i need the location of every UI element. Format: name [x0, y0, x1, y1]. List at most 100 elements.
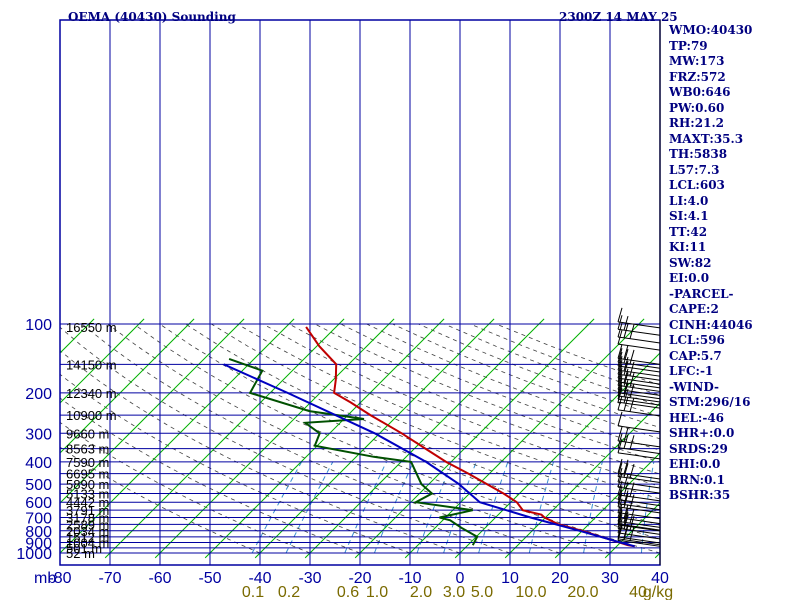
barb-feather — [623, 396, 629, 411]
barb-feather — [617, 462, 623, 477]
barb-shaft — [617, 452, 661, 460]
pressure-tick-label: 300 — [25, 426, 52, 443]
barb-feather — [623, 356, 629, 372]
chart-title: OEMA (40430) Sounding — [68, 10, 236, 24]
temperature-trace — [305, 326, 635, 548]
stat-item: BSHR:35 — [669, 488, 731, 502]
mixing-ratio-label: 2.0 — [410, 584, 432, 600]
stat-item: SI:4.1 — [669, 209, 709, 223]
mixing-ratio-label: 5.0 — [471, 584, 493, 600]
barb-feather — [617, 356, 623, 371]
barb-feather — [623, 434, 629, 449]
barb-feather — [617, 367, 623, 382]
barb-feather — [629, 508, 635, 524]
pressure-tick-label: 400 — [25, 455, 52, 472]
barb-feather — [617, 503, 623, 518]
stat-item: EI:0.0 — [669, 271, 710, 285]
stat-item: -PARCEL- — [669, 286, 734, 301]
height-label: 7590 m — [66, 455, 109, 470]
pressure-tick-label: 600 — [25, 495, 52, 512]
stat-item: LCL:596 — [669, 333, 725, 347]
barb-feather — [617, 351, 623, 367]
barb-feather — [623, 515, 629, 530]
height-label: 52 m — [66, 546, 95, 561]
stat-item: TH:5838 — [669, 147, 728, 161]
barb-shaft — [617, 361, 661, 369]
skewed-isotherm — [60, 318, 195, 454]
stat-item: SRDS:29 — [669, 441, 728, 456]
height-label: 2034 m — [66, 524, 109, 539]
pressure-tick-label: 700 — [25, 511, 52, 528]
skewed-isotherm — [60, 318, 145, 404]
dry-adiabat — [133, 323, 660, 554]
stat-item: LI:4.0 — [669, 193, 709, 208]
barb-feather — [623, 459, 629, 474]
barb-feather — [617, 426, 623, 442]
barb-shaft — [617, 336, 661, 344]
wind-barb — [617, 371, 661, 392]
skewed-isotherm — [60, 318, 245, 504]
wind-barb — [617, 507, 661, 528]
barb-feather — [629, 383, 635, 398]
barb-feather — [623, 523, 629, 538]
mixing-ratio-line — [344, 461, 387, 554]
barb-feather — [617, 510, 623, 526]
barb-shaft — [617, 475, 661, 483]
dry-adiabat — [81, 323, 561, 554]
barb-feather — [617, 489, 623, 504]
mixing-ratio-line — [583, 461, 603, 554]
height-label: 8563 m — [66, 442, 109, 457]
height-label: 16550 m — [66, 320, 117, 335]
wind-barb — [617, 480, 661, 502]
wind-barb — [617, 360, 661, 381]
barb-feather — [617, 378, 623, 393]
barb-feather — [617, 433, 623, 448]
mixing-ratio-label: 0.1 — [242, 584, 264, 600]
barb-feather — [617, 411, 623, 427]
height-label: 1004 m — [66, 536, 109, 551]
stat-item: LCL:603 — [669, 178, 725, 192]
barb-feather — [623, 463, 629, 478]
barb-feather — [617, 522, 623, 538]
wind-barb — [617, 322, 661, 344]
skewed-isotherm — [404, 318, 645, 559]
barb-feather — [617, 480, 623, 495]
temperature-tick-label: -10 — [398, 570, 421, 587]
barb-shaft — [617, 373, 661, 381]
height-label: 1512 m — [66, 530, 109, 545]
barb-feather — [623, 504, 629, 519]
barb-feather — [617, 438, 623, 453]
stat-item: CAP:5.7 — [669, 348, 722, 363]
barb-feather — [617, 363, 623, 379]
stat-item: HEL:-46 — [669, 410, 725, 425]
barb-feather — [617, 384, 623, 400]
pressure-tick-label: 1000 — [16, 546, 52, 563]
skewed-isotherm — [304, 318, 545, 559]
barb-feather — [617, 498, 623, 513]
temperature-tick-label: -50 — [198, 570, 221, 587]
pressure-tick-label: 900 — [25, 536, 52, 553]
barb-feather — [629, 349, 635, 365]
wind-barb — [617, 387, 661, 409]
mixing-ratio-line — [285, 461, 334, 554]
barb-feather — [629, 515, 635, 531]
wind-barb — [617, 307, 661, 329]
wind-barb — [617, 433, 661, 455]
stat-item: KI:11 — [669, 240, 707, 254]
temperature-tick-label: -70 — [98, 570, 121, 587]
wind-barb — [617, 526, 661, 547]
height-label: 3178 m — [66, 511, 109, 526]
barb-feather — [617, 526, 623, 541]
barb-shaft — [617, 539, 661, 547]
barb-feather — [623, 493, 629, 508]
stat-item: WMO:40430 — [669, 23, 753, 37]
barb-shaft — [617, 506, 661, 514]
stat-item: BRN:0.1 — [669, 472, 725, 487]
barb-feather — [617, 315, 623, 330]
barb-feather — [617, 322, 623, 338]
barb-shaft — [617, 409, 661, 417]
barb-feather — [617, 348, 623, 363]
chart-date: 2300Z 14 MAY 25 — [559, 10, 678, 24]
wind-barb — [617, 395, 661, 417]
mixing-ratio-label: 40 — [629, 584, 647, 600]
